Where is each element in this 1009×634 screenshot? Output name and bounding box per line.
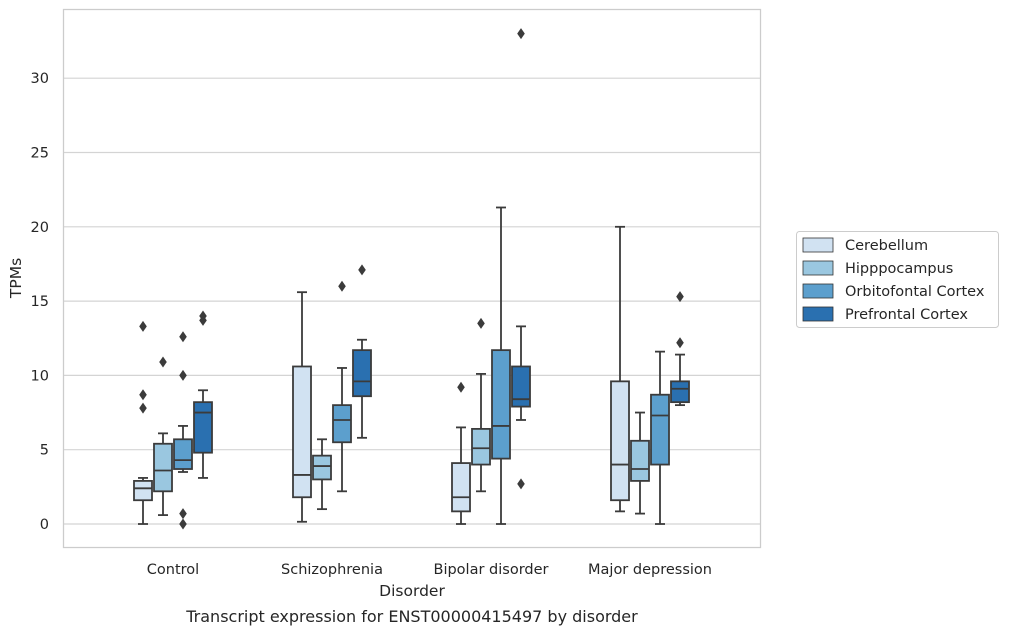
legend-swatch bbox=[802, 237, 834, 253]
box-iqr bbox=[630, 439, 650, 482]
y-axis-title: TPMs bbox=[7, 258, 25, 299]
outlier-point bbox=[179, 508, 187, 520]
box-iqr bbox=[312, 454, 332, 481]
box-iqr bbox=[451, 462, 471, 513]
box-orbitofontal-cortex bbox=[173, 331, 193, 530]
box-iqr bbox=[292, 365, 312, 499]
box-series bbox=[133, 28, 690, 530]
box-cerebellum bbox=[292, 291, 312, 523]
x-axis-title: Disorder bbox=[379, 582, 445, 600]
box-prefrontal-cortex bbox=[352, 264, 372, 439]
legend-label: Hipppocampus bbox=[845, 261, 953, 277]
outlier-point bbox=[139, 389, 147, 401]
legend-frame bbox=[796, 231, 999, 328]
y-tick-label: 15 bbox=[31, 294, 49, 310]
box-orbitofontal-cortex bbox=[650, 350, 670, 525]
legend-swatch bbox=[802, 283, 834, 299]
legend-items: Cerebellum Hipppocampus Orbitofontal Corte… bbox=[802, 237, 985, 323]
y-tick-label: 20 bbox=[31, 220, 49, 236]
outlier-point bbox=[159, 356, 167, 368]
y-tick-label: 30 bbox=[31, 71, 49, 87]
outlier-point bbox=[358, 264, 366, 276]
x-tick-label: Schizophrenia bbox=[281, 562, 383, 578]
legend-swatch bbox=[802, 260, 834, 276]
legend-swatch bbox=[802, 306, 834, 322]
y-tick-label: 5 bbox=[40, 443, 49, 459]
outlier-point bbox=[179, 331, 187, 343]
box-iqr bbox=[193, 401, 213, 454]
box-cerebellum bbox=[451, 381, 471, 525]
box-hipppocampus bbox=[153, 356, 173, 516]
chart-caption: Transcript expression for ENST0000041549… bbox=[185, 607, 638, 626]
box-iqr bbox=[491, 349, 511, 460]
box-iqr bbox=[332, 404, 352, 444]
x-tick-labels: Control Schizophrenia Bipolar disorder Majo… bbox=[147, 562, 712, 578]
box-prefrontal-cortex bbox=[670, 291, 690, 407]
box-iqr bbox=[133, 480, 153, 502]
outlier-point bbox=[676, 291, 684, 303]
box-iqr bbox=[511, 365, 531, 408]
box-iqr bbox=[352, 349, 372, 398]
box-cerebellum bbox=[133, 320, 153, 525]
outlier-point bbox=[139, 320, 147, 332]
outlier-point bbox=[477, 317, 485, 329]
box-orbitofontal-cortex bbox=[332, 280, 352, 493]
outlier-point bbox=[179, 369, 187, 381]
box-iqr bbox=[153, 442, 173, 493]
box-prefrontal-cortex bbox=[193, 310, 213, 479]
legend-label: Prefrontal Cortex bbox=[845, 307, 968, 323]
box-iqr bbox=[670, 380, 690, 404]
box-orbitofontal-cortex bbox=[491, 206, 511, 525]
box-iqr bbox=[650, 393, 670, 466]
x-tick-label: Major depression bbox=[588, 562, 712, 578]
box-prefrontal-cortex bbox=[511, 28, 531, 490]
outlier-point bbox=[179, 518, 187, 530]
legend: Cerebellum Hipppocampus Orbitofontal Corte… bbox=[796, 231, 999, 328]
outlier-point bbox=[517, 28, 525, 40]
legend-label: Cerebellum bbox=[845, 238, 928, 254]
box-hipppocampus bbox=[312, 438, 332, 511]
box-hipppocampus bbox=[471, 317, 491, 493]
x-tick-label: Bipolar disorder bbox=[434, 562, 549, 578]
box-iqr bbox=[173, 438, 193, 470]
legend-label: Orbitofontal Cortex bbox=[845, 284, 985, 300]
y-tick-label: 25 bbox=[31, 146, 49, 162]
plot-frame bbox=[62, 8, 762, 549]
y-tick-label: 10 bbox=[31, 368, 49, 384]
y-tick-label: 0 bbox=[40, 517, 49, 533]
box-hipppocampus bbox=[630, 411, 650, 515]
y-tick-labels: 0 5 10 15 20 25 30 bbox=[31, 71, 49, 533]
box-iqr bbox=[610, 380, 630, 502]
box-iqr bbox=[471, 427, 491, 466]
outlier-point bbox=[338, 280, 346, 292]
outlier-point bbox=[676, 337, 684, 349]
outlier-point bbox=[199, 314, 207, 326]
box-cerebellum bbox=[610, 225, 630, 513]
x-tick-label: Control bbox=[147, 562, 199, 578]
outlier-point bbox=[457, 381, 465, 393]
outlier-point bbox=[517, 478, 525, 490]
outlier-point bbox=[139, 402, 147, 414]
